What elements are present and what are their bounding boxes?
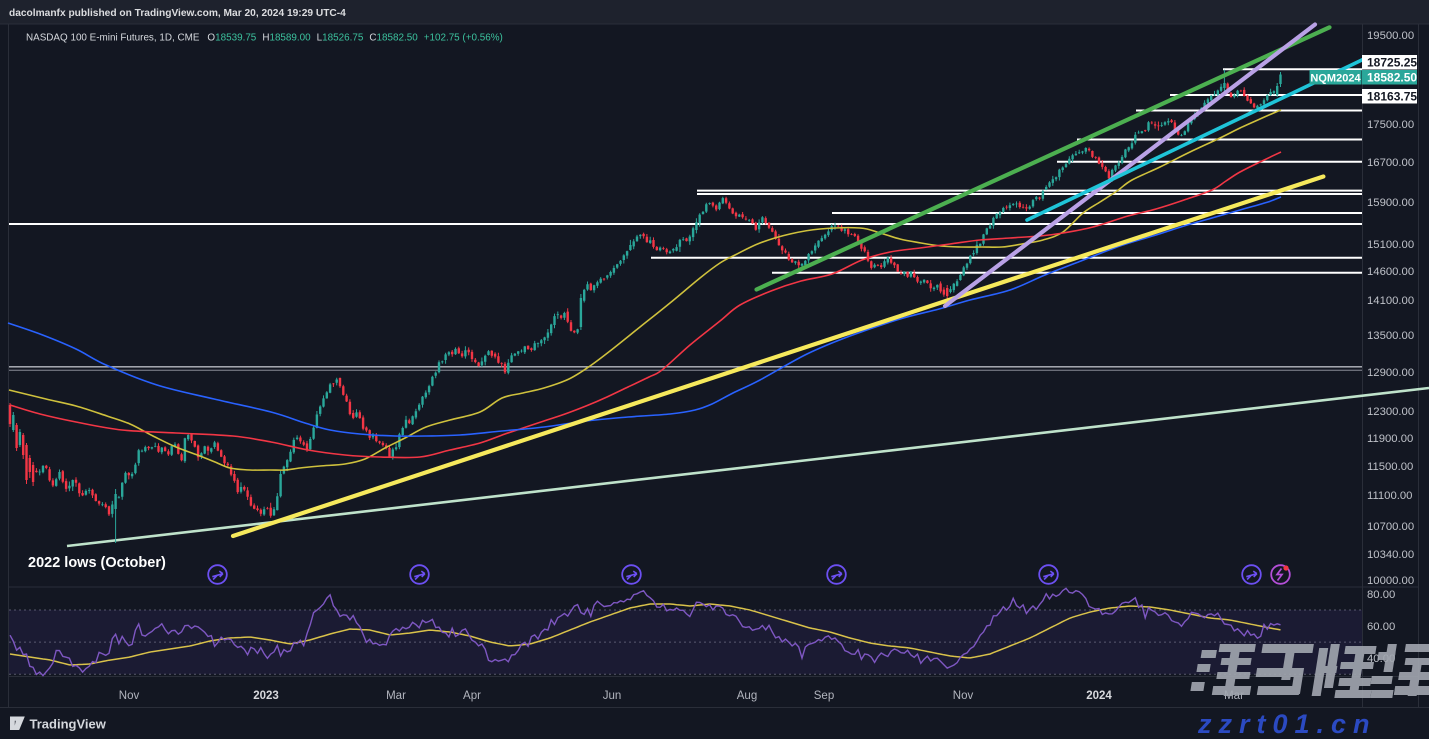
svg-text:80.00: 80.00	[1367, 589, 1395, 601]
svg-text:19500.00: 19500.00	[1367, 30, 1414, 42]
svg-text:TradingView: TradingView	[30, 717, 107, 732]
svg-text:14600.00: 14600.00	[1367, 266, 1414, 278]
svg-text:10340.00: 10340.00	[1367, 549, 1414, 561]
svg-text:Mar: Mar	[386, 690, 406, 702]
svg-text:16700.00: 16700.00	[1367, 157, 1414, 169]
svg-text:17500.00: 17500.00	[1367, 119, 1414, 131]
svg-text:2024: 2024	[1086, 690, 1112, 702]
svg-text:Aug: Aug	[737, 690, 757, 702]
svg-text:13500.00: 13500.00	[1367, 330, 1414, 342]
svg-text:NASDAQ 100 E-mini Futures, 1D,: NASDAQ 100 E-mini Futures, 1D, CME O18539…	[26, 33, 503, 44]
svg-text:2023: 2023	[253, 690, 279, 702]
svg-text:15100.00: 15100.00	[1367, 239, 1414, 251]
svg-text:10700.00: 10700.00	[1367, 521, 1414, 533]
svg-text:Apr: Apr	[463, 690, 481, 702]
svg-text:Nov: Nov	[953, 690, 974, 702]
svg-text:14100.00: 14100.00	[1367, 295, 1414, 307]
svg-text:2022 lows (October): 2022 lows (October)	[28, 555, 166, 571]
svg-text:15900.00: 15900.00	[1367, 197, 1414, 209]
svg-text:11100.00: 11100.00	[1367, 490, 1412, 502]
svg-text:60.00: 60.00	[1367, 621, 1395, 633]
svg-text:NQM2024: NQM2024	[1310, 72, 1361, 84]
svg-text:18163.75: 18163.75	[1367, 90, 1417, 104]
svg-text:12900.00: 12900.00	[1367, 367, 1414, 379]
svg-text:11900.00: 11900.00	[1367, 433, 1413, 445]
svg-text:dacolmanfx published on Tradin: dacolmanfx published on TradingView.com,…	[9, 8, 346, 19]
svg-text:Jun: Jun	[603, 690, 622, 702]
svg-text:18582.50: 18582.50	[1367, 71, 1417, 85]
svg-text:Sep: Sep	[814, 690, 834, 702]
svg-text:10000.00: 10000.00	[1367, 575, 1414, 587]
svg-text:Nov: Nov	[119, 690, 140, 702]
svg-text:11500.00: 11500.00	[1367, 461, 1413, 473]
svg-text:18725.25: 18725.25	[1367, 56, 1417, 70]
svg-text:12300.00: 12300.00	[1367, 406, 1414, 418]
svg-text:zzrt01.cn: zzrt01.cn	[1197, 709, 1377, 739]
